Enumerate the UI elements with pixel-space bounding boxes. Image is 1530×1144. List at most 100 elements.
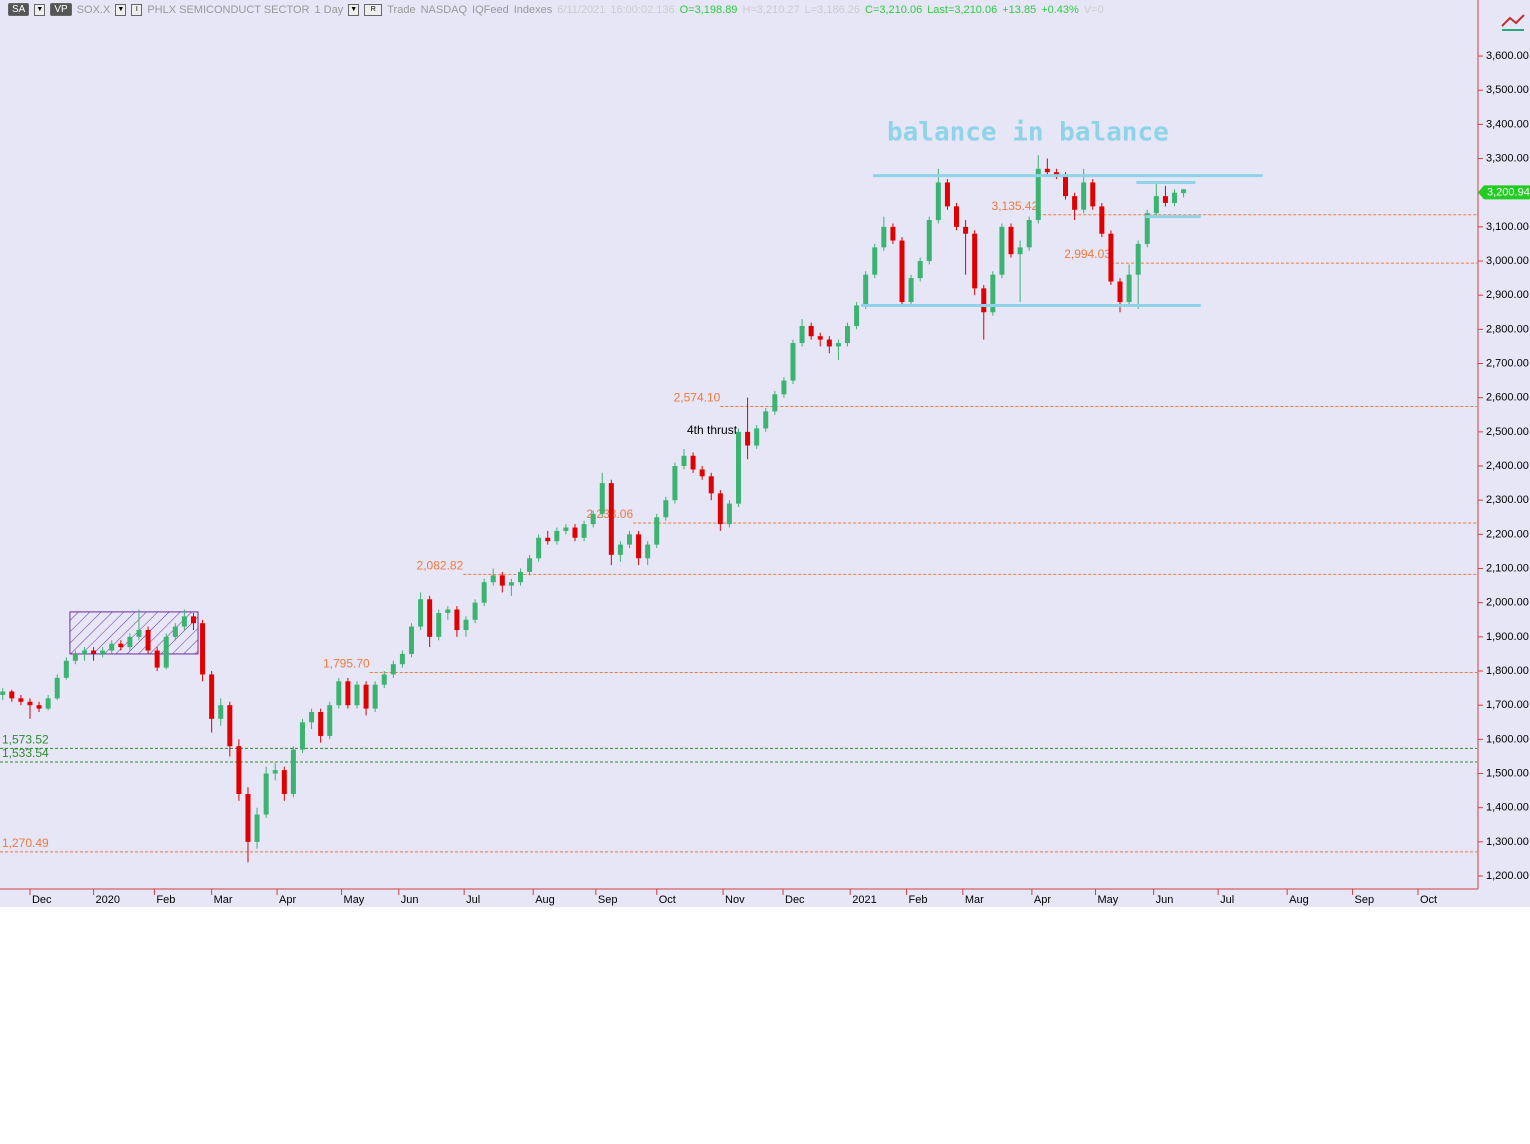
x-tick-label: Dec (32, 894, 52, 906)
level-label: 3,135.42 (992, 199, 1039, 213)
candle-body (481, 582, 487, 603)
candle-body (672, 466, 678, 501)
candle-body (554, 530, 560, 542)
y-tick-label: 1,200.00 (1486, 870, 1529, 882)
candle-body (590, 513, 596, 525)
y-tick-label: 2,300.00 (1486, 494, 1529, 506)
dropdown[interactable]: ▼ (348, 3, 360, 16)
y-tick-label: 1,300.00 (1486, 836, 1529, 848)
dropdown[interactable]: I (131, 3, 143, 16)
candle-body (345, 681, 351, 706)
dropdown[interactable]: ▼ (34, 3, 46, 16)
candle-body (72, 653, 78, 661)
candle-body (717, 493, 723, 525)
candle-body (826, 339, 832, 347)
y-tick-label: 2,100.00 (1486, 562, 1529, 574)
candle-body (499, 575, 505, 586)
candle-body (390, 664, 396, 675)
candle-body (209, 674, 215, 719)
candle-body (454, 609, 460, 631)
candle-body (890, 226, 896, 241)
candle-body (790, 343, 796, 381)
candle-body (681, 455, 687, 467)
toolbar: SA ▼ VP SOX.X ▼ I PHLX SEMICONDUCT SECTOR 1… (8, 3, 1104, 16)
candle-body (763, 411, 769, 429)
x-tick-label: Dec (785, 894, 805, 906)
x-tick-label: Apr (1034, 894, 1051, 906)
candle-body (172, 626, 178, 637)
x-tick-label: Apr (279, 894, 296, 906)
candle-body (463, 619, 469, 631)
candle-body (200, 623, 206, 675)
dropdown[interactable]: ▼ (115, 3, 127, 16)
candle-body (1144, 213, 1150, 244)
candle-body (263, 773, 269, 815)
y-tick-label: 3,600.00 (1486, 50, 1529, 62)
candle-body (1172, 192, 1178, 203)
candle-body (254, 814, 260, 842)
y-tick-label: 2,700.00 (1486, 357, 1529, 369)
x-tick-label: Aug (1289, 894, 1309, 906)
candle-body (36, 705, 42, 709)
candle-body (536, 537, 542, 559)
y-tick-label: 1,600.00 (1486, 733, 1529, 745)
y-tick-label: 2,400.00 (1486, 460, 1529, 472)
candle-body (899, 240, 905, 303)
candle-body (327, 705, 333, 736)
candle-body (290, 749, 296, 795)
chart-icon[interactable] (1501, 14, 1525, 31)
candle-body (418, 599, 424, 627)
level-label: 2,574.10 (674, 391, 721, 405)
candle-body (0, 691, 6, 695)
y-tick-label: 1,500.00 (1486, 767, 1529, 779)
candle-body (990, 274, 996, 313)
candle-body (154, 650, 160, 668)
y-tick-label: 1,800.00 (1486, 665, 1529, 677)
candle-body (935, 182, 941, 221)
candle-body (1135, 243, 1141, 275)
candle-body (1099, 206, 1105, 234)
candle-body (127, 636, 133, 648)
candle-body (1162, 196, 1168, 203)
candle-body (754, 428, 760, 446)
x-tick-label: Nov (725, 894, 745, 906)
candle-body (354, 684, 360, 706)
y-tick-label: 3,100.00 (1486, 221, 1529, 233)
candle-body (1044, 168, 1050, 173)
candle-body (281, 770, 287, 795)
candle-body (663, 500, 669, 518)
badge[interactable]: SA (8, 3, 30, 16)
low: L=3,186.26 (804, 3, 860, 16)
x-tick-label: Feb (909, 894, 928, 906)
candle-body (145, 630, 151, 651)
price-tag (1478, 185, 1530, 200)
candle-body (1072, 196, 1078, 210)
candle-body (808, 325, 814, 337)
candle-body (626, 534, 632, 545)
candle-body (245, 794, 251, 842)
field: NASDAQ (420, 3, 468, 16)
candle-body (27, 701, 33, 706)
x-tick-label: Oct (1420, 894, 1437, 906)
symbol: SOX.X (76, 3, 111, 16)
interval: 1 Day (314, 3, 344, 16)
candle-body (445, 609, 451, 613)
candle-body (1026, 220, 1032, 248)
candle-body (372, 684, 378, 709)
candle-body (608, 483, 614, 555)
candle-body (1081, 182, 1087, 210)
y-tick-label: 3,500.00 (1486, 84, 1529, 96)
candle-body (854, 305, 860, 326)
candle-body (917, 261, 923, 279)
x-tick-label: Feb (156, 894, 175, 906)
candle-body (745, 431, 751, 446)
candle-body (690, 455, 696, 470)
badge[interactable]: VP (50, 3, 72, 16)
x-tick-label: Sep (598, 894, 618, 906)
button[interactable]: R (364, 3, 383, 16)
y-tick-label: 3,400.00 (1486, 118, 1529, 130)
candle-body (63, 660, 69, 678)
level-label: 1,573.52 (2, 733, 49, 747)
price-tag-label: 3,200.94 (1487, 186, 1530, 198)
